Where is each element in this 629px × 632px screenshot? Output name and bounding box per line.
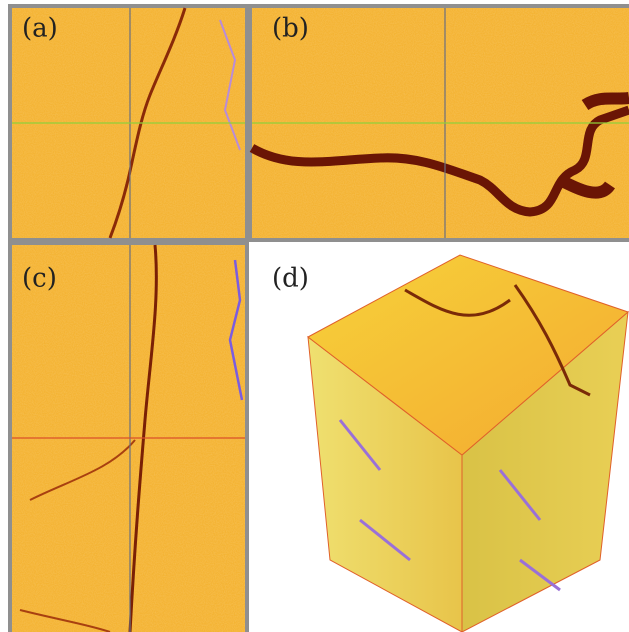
panel-label: (c) xyxy=(22,263,57,293)
panel-d: (d) xyxy=(272,255,628,632)
panel-label: (b) xyxy=(272,13,309,43)
panel-b: (b) xyxy=(252,8,629,238)
panel-c: (c) xyxy=(12,245,245,632)
figure: (a) (b) (c) (d) xyxy=(0,0,629,632)
panel-label: (d) xyxy=(272,263,309,293)
panel-label: (a) xyxy=(22,13,58,43)
panel-a: (a) xyxy=(12,8,245,238)
